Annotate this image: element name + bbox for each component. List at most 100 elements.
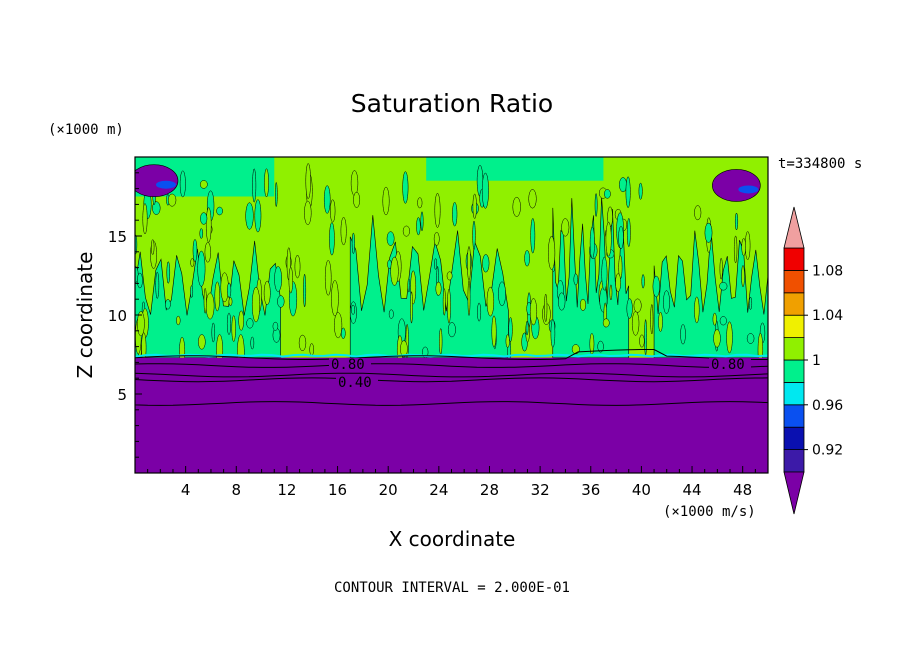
speckle xyxy=(331,280,339,317)
green-region xyxy=(552,196,630,358)
speckle xyxy=(351,232,355,254)
x-axis-label: X coordinate xyxy=(389,527,516,551)
low-patch xyxy=(135,164,179,197)
x-unit-label: (×1000 m/s) xyxy=(663,504,756,520)
contour-interval-footer: CONTOUR INTERVAL = 2.000E-01 xyxy=(334,580,570,596)
speckle xyxy=(197,250,206,287)
speckle xyxy=(498,281,506,307)
speckle xyxy=(512,196,521,217)
speckle xyxy=(746,333,755,344)
speckle xyxy=(350,170,359,196)
speckle xyxy=(713,329,721,348)
speckle xyxy=(214,281,221,312)
speckle xyxy=(467,280,471,316)
speckle xyxy=(190,285,194,298)
contour-label-bg-1 xyxy=(329,358,371,370)
speckle xyxy=(524,250,530,267)
speckle xyxy=(304,200,312,225)
speckle xyxy=(486,286,495,317)
speckle xyxy=(252,168,257,203)
speckle xyxy=(734,212,739,231)
speckle xyxy=(416,217,421,236)
contour-label-2: 0.40 xyxy=(338,375,372,391)
speckle xyxy=(388,309,394,319)
speckle xyxy=(447,288,451,324)
speckle xyxy=(165,299,171,310)
speckle xyxy=(615,273,621,293)
plot-area xyxy=(135,157,768,473)
colorbar-segment xyxy=(783,404,805,428)
speckle xyxy=(400,340,408,358)
speckle xyxy=(205,292,215,320)
speckle xyxy=(602,318,610,328)
speckle xyxy=(548,235,556,270)
speckle xyxy=(434,258,438,270)
y-axis-label: Z coordinate xyxy=(73,252,97,379)
speckle xyxy=(589,226,595,259)
colorbar-segment xyxy=(783,269,805,294)
contour-label-1: 0.80 xyxy=(331,357,365,373)
speckle xyxy=(447,322,456,338)
speckle xyxy=(633,298,642,313)
speckle xyxy=(155,271,160,299)
x-tick-label: 12 xyxy=(277,481,296,499)
colorbar-tick-label: 0.96 xyxy=(812,398,843,414)
speckle xyxy=(638,182,643,200)
speckle xyxy=(390,256,399,286)
speckle xyxy=(142,203,148,235)
speckle xyxy=(330,199,336,223)
x-tick-label: 8 xyxy=(232,481,242,499)
speckle xyxy=(353,191,361,208)
x-tick-label: 4 xyxy=(181,481,191,499)
speckle xyxy=(435,281,442,296)
speckle xyxy=(604,189,611,199)
colorbar-segment xyxy=(783,381,805,406)
speckle xyxy=(561,218,570,237)
speckle xyxy=(467,246,471,281)
colorbar-tick-label: 1.04 xyxy=(812,308,843,324)
time-label: t=334800 s xyxy=(778,156,862,172)
contour-line xyxy=(135,401,768,406)
speckle xyxy=(228,297,233,306)
speckle xyxy=(579,298,587,311)
speckle xyxy=(179,170,186,198)
field-lower-layer xyxy=(135,357,768,473)
speckle xyxy=(618,226,624,250)
speckle xyxy=(402,225,410,237)
colorbar xyxy=(783,206,805,515)
speckle xyxy=(434,193,441,228)
speckle xyxy=(508,317,513,342)
speckle xyxy=(420,211,424,232)
contour-line xyxy=(135,349,768,360)
speckle xyxy=(680,324,686,345)
speckle xyxy=(505,334,510,348)
speckle xyxy=(323,185,331,214)
speckle xyxy=(251,286,261,323)
speckle xyxy=(211,322,216,343)
y-tick-label: 15 xyxy=(108,228,127,246)
speckle xyxy=(303,273,307,308)
x-tick-label: 44 xyxy=(682,481,701,499)
y-unit-label: (×1000 m) xyxy=(48,122,124,138)
speckle xyxy=(719,281,728,291)
speckle xyxy=(407,278,411,293)
speckle xyxy=(216,206,223,216)
colorbar-segment xyxy=(783,426,805,451)
speckle xyxy=(264,168,269,198)
speckle xyxy=(277,295,285,308)
speckle xyxy=(275,182,278,207)
speckle xyxy=(402,171,409,204)
speckle xyxy=(594,193,598,217)
speckle xyxy=(719,257,723,280)
speckle xyxy=(525,320,529,336)
speckle xyxy=(386,231,395,246)
speckle xyxy=(704,222,713,243)
cyan-edge xyxy=(135,353,768,358)
speckle xyxy=(658,311,663,332)
speckle xyxy=(334,312,343,339)
speckle xyxy=(597,340,604,353)
speckle xyxy=(573,273,579,286)
speckle xyxy=(529,298,538,326)
speckle xyxy=(205,207,212,243)
speckle xyxy=(472,193,477,219)
